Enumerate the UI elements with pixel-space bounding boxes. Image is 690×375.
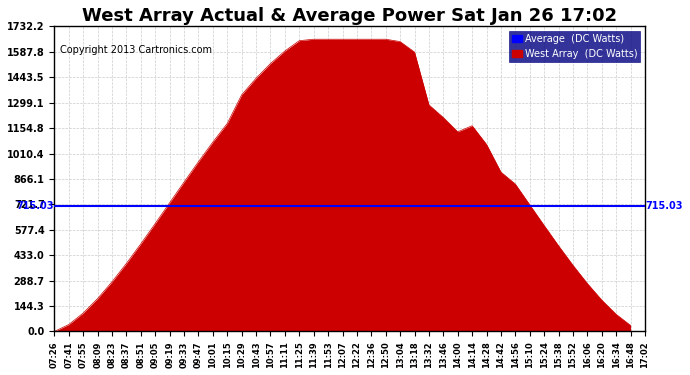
Text: Copyright 2013 Cartronics.com: Copyright 2013 Cartronics.com [60, 45, 213, 55]
Text: 715.03: 715.03 [646, 201, 683, 211]
Legend: Average  (DC Watts), West Array  (DC Watts): Average (DC Watts), West Array (DC Watts… [509, 32, 640, 62]
Title: West Array Actual & Average Power Sat Jan 26 17:02: West Array Actual & Average Power Sat Ja… [82, 7, 618, 25]
Text: 715.03: 715.03 [17, 201, 54, 211]
